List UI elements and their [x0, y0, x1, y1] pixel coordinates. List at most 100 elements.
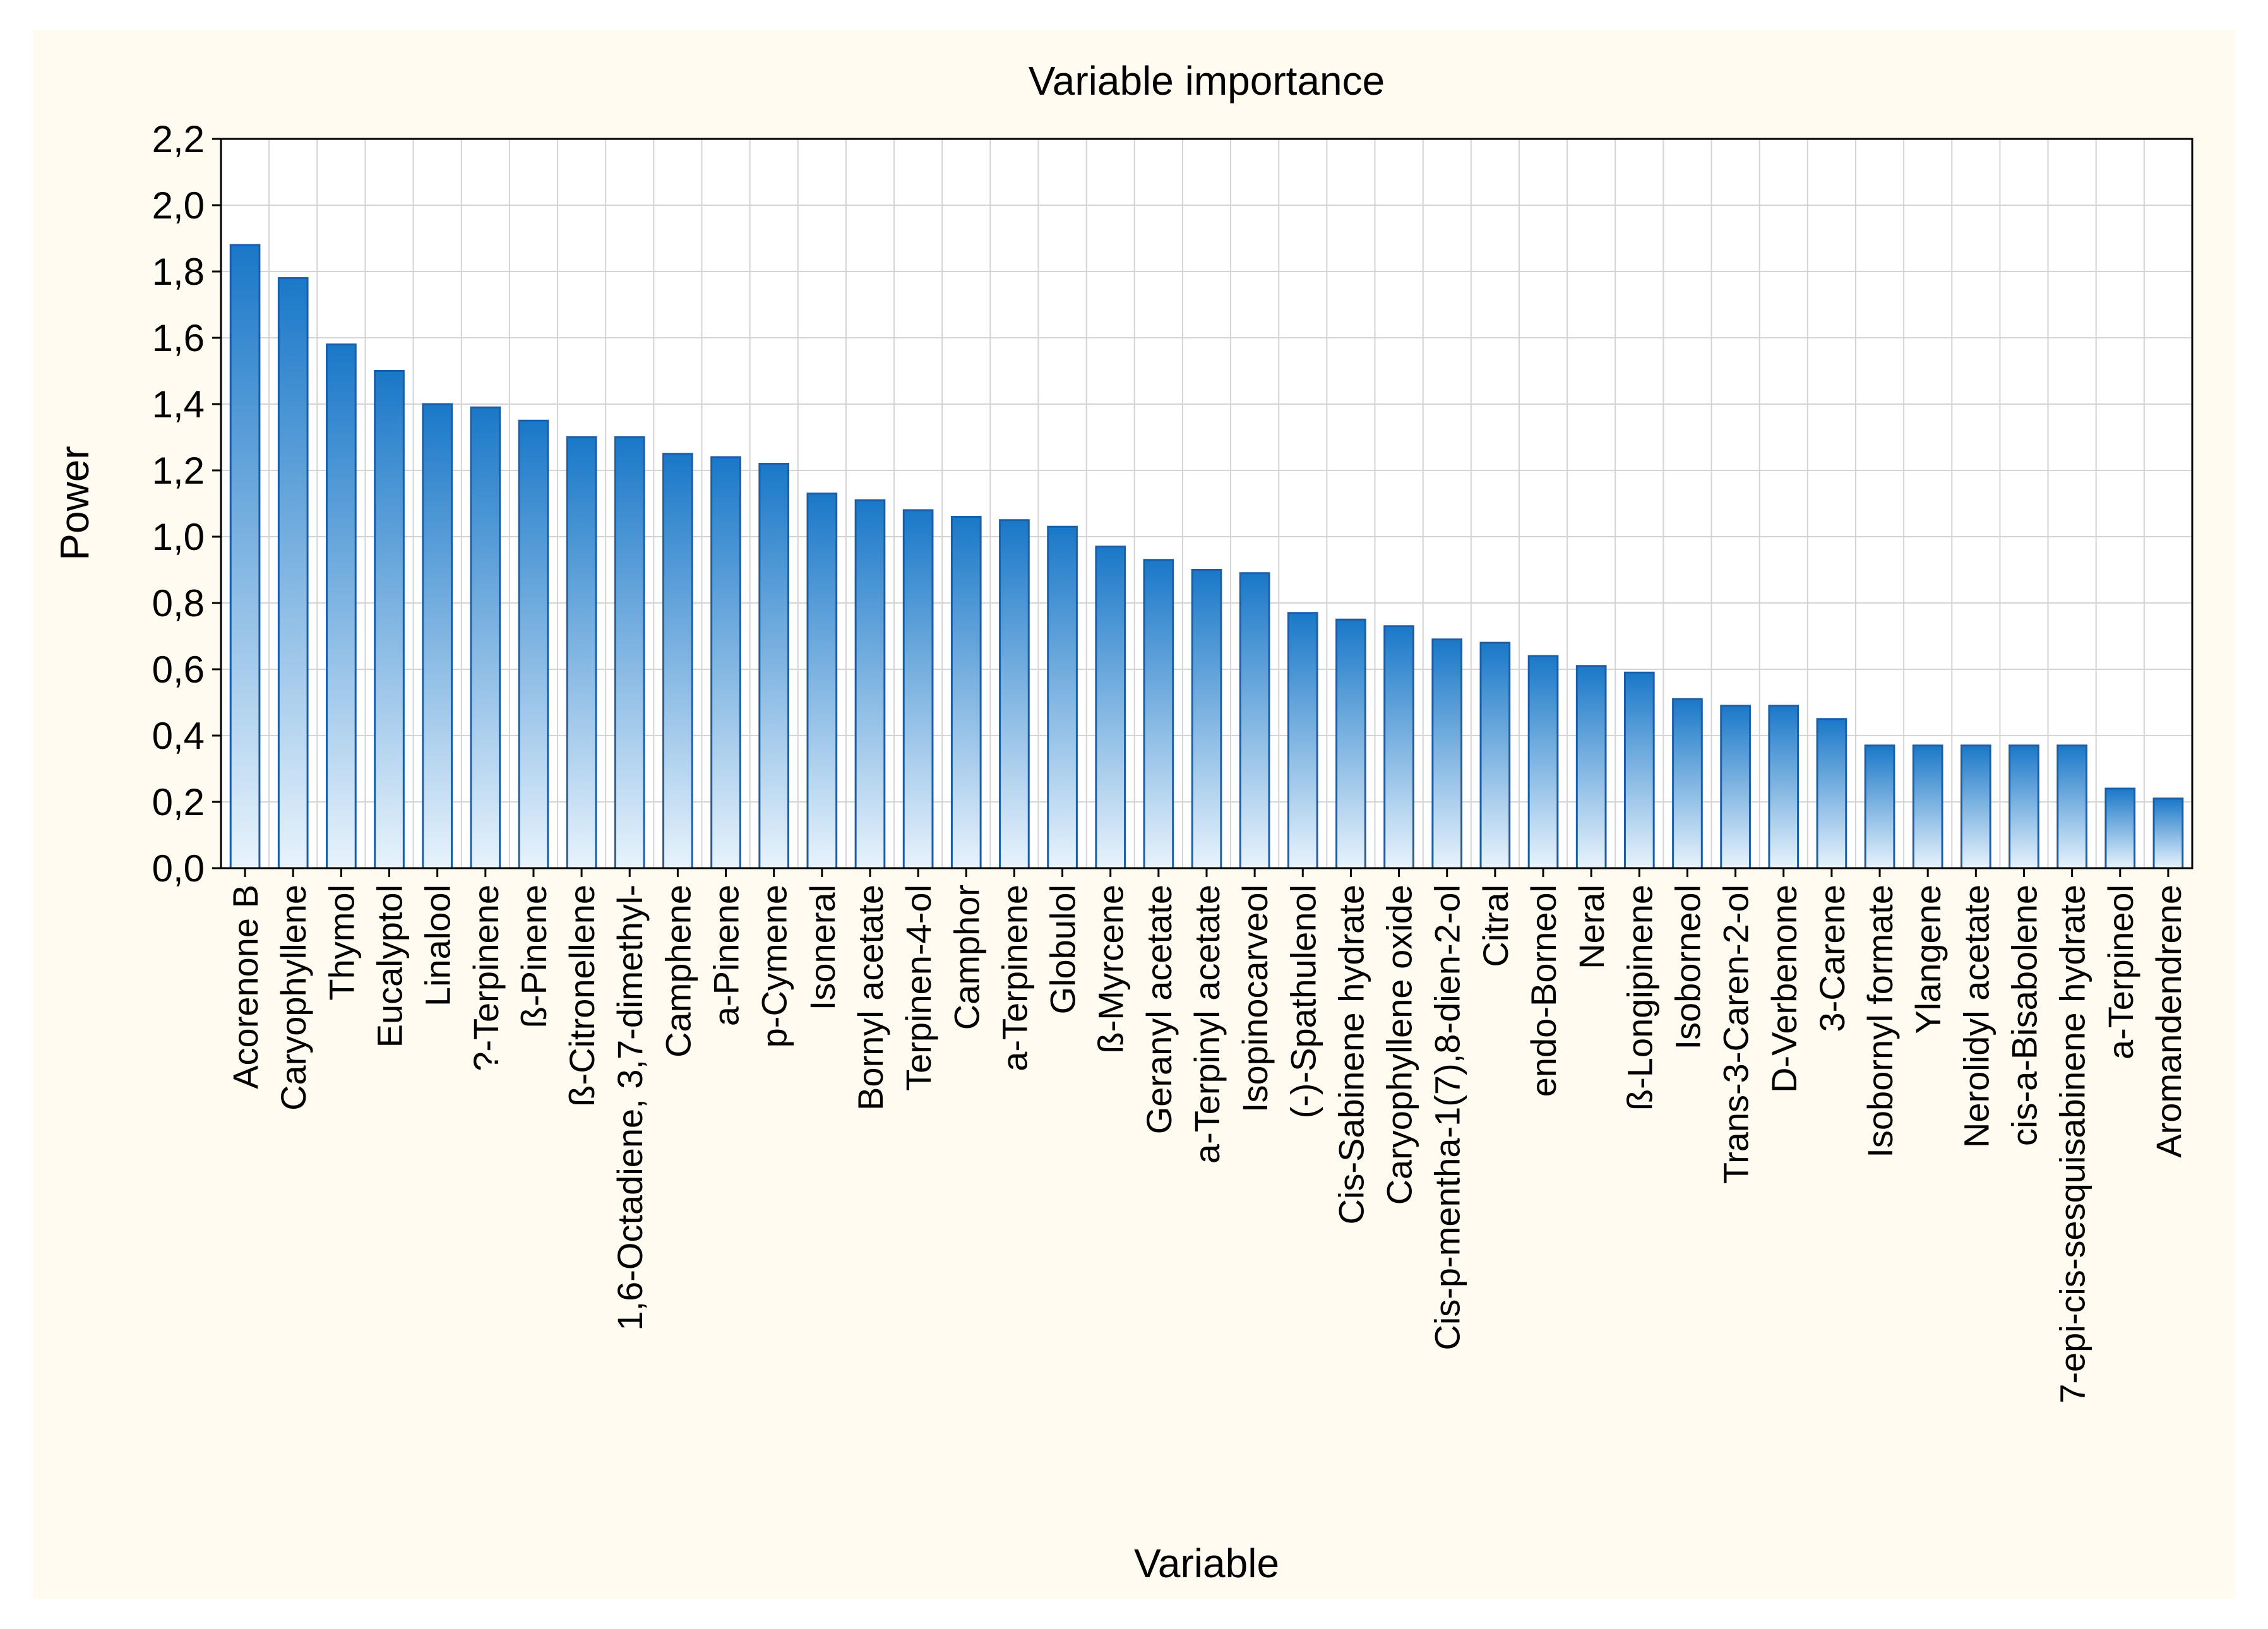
y-tick-label: 2,0 [152, 184, 205, 227]
y-tick-label: 0,2 [152, 781, 205, 823]
bar [566, 436, 597, 869]
bar [1335, 618, 1366, 869]
chart-title: Variable importance [1029, 58, 1385, 104]
x-tick-label: Caryophyllene [273, 885, 313, 1111]
bar [1095, 546, 1126, 869]
x-tick-label: a-Pinene [707, 885, 746, 1026]
bar [902, 509, 934, 869]
x-tick-label: Aromandendrene [2149, 885, 2188, 1158]
x-tick-label: Nerolidyl acetate [1956, 885, 1996, 1148]
x-tick-label: Camphor [946, 885, 986, 1030]
x-tick-label: 7-epi-cis-sesquisabinene hydrate [2053, 885, 2092, 1404]
bar [1143, 559, 1174, 869]
x-tick-label: ?-Terpinene [466, 885, 506, 1071]
x-tick-label: 1,6-Octadiene, 3,7-dimethyl- [610, 885, 650, 1331]
bar [1912, 744, 1943, 869]
x-axis-ticks: Acorenone B Caryophyllene Thymol Eucalyptol… [225, 868, 2188, 1404]
x-tick-label: Cis-Sabinene hydrate [1331, 885, 1371, 1225]
bar [710, 456, 741, 869]
bar [999, 519, 1030, 869]
y-tick-label: 1,4 [152, 383, 205, 426]
bar [229, 244, 261, 869]
y-tick-label: 2,2 [152, 118, 205, 160]
bar [1431, 638, 1463, 869]
bar [1575, 665, 1607, 869]
x-tick-label: Terpinen-4-ol [898, 885, 938, 1091]
x-tick-label: endo-Borneol [1524, 885, 1563, 1097]
bar [2008, 744, 2039, 869]
bar [1527, 655, 1559, 869]
x-tick-label: Linalool [418, 885, 458, 1006]
x-tick-label: a-Terpinyl acetate [1187, 885, 1227, 1164]
bar [518, 419, 549, 869]
x-tick-label: Geranyl acetate [1139, 885, 1179, 1134]
y-axis-label: Power [52, 446, 97, 560]
bar [326, 343, 357, 869]
bar [470, 406, 501, 869]
y-tick-label: 1,6 [152, 317, 205, 359]
x-tick-label: cis-a-Bisabolene [2004, 885, 2044, 1146]
x-tick-label: p-Cymene [755, 885, 794, 1047]
x-axis-label: Variable [1134, 1541, 1279, 1586]
y-axis-ticks: 0,0 0,2 0,4 0,6 0,8 1,0 1,2 1,4 1,6 1,8 2,0 2,2 [152, 118, 221, 890]
x-tick-label: a-Terpinene [994, 885, 1034, 1071]
x-tick-label: Cis-p-mentha-1(7),8-dien-2-ol [1428, 885, 1467, 1351]
x-tick-label: Acorenone B [225, 885, 265, 1089]
x-tick-label: Trans-3-Caren-2-ol [1716, 885, 1756, 1184]
x-tick-label: Camphene [658, 885, 698, 1058]
y-tick-label: 0,4 [152, 715, 205, 757]
bar [614, 436, 645, 869]
x-tick-label: ß-Myrcene [1091, 885, 1131, 1054]
x-tick-label: Ylangene [1908, 885, 1948, 1034]
x-tick-label: Isobornyl formate [1860, 885, 1900, 1158]
bar [1287, 612, 1318, 869]
y-tick-label: 0,8 [152, 582, 205, 624]
bar [854, 499, 886, 869]
bar [950, 516, 982, 869]
x-tick-label: Isoneral [803, 885, 842, 1010]
bar [1191, 569, 1222, 869]
bar [374, 370, 405, 869]
bar [422, 403, 453, 869]
x-tick-label: Bornyl acetate [850, 885, 890, 1111]
x-tick-label: Citral [1476, 885, 1515, 967]
y-tick-label: 0,6 [152, 648, 205, 691]
bar [1672, 698, 1703, 869]
bar [806, 492, 838, 869]
y-tick-label: 1,8 [152, 251, 205, 293]
x-tick-label: ß-Longipinene [1620, 885, 1659, 1111]
x-tick-label: Caryophyllene oxide [1380, 885, 1419, 1205]
bar [1816, 718, 1847, 869]
bars [229, 244, 2184, 869]
y-tick-label: 1,0 [152, 516, 205, 558]
x-tick-label: a-Terpineol [2101, 885, 2140, 1059]
x-tick-label: D-Verbenone [1764, 885, 1804, 1093]
x-tick-label: ß-Citronellene [562, 885, 602, 1107]
y-tick-label: 0,0 [152, 847, 205, 890]
x-tick-label: ß-Pinene [514, 885, 554, 1028]
bar [1768, 705, 1799, 869]
x-tick-label: Neral [1572, 885, 1611, 969]
bar [1047, 525, 1078, 869]
bar [1720, 705, 1751, 869]
x-tick-label: (-)-Spathulenol [1283, 885, 1323, 1118]
bar [2152, 797, 2184, 869]
bar [1960, 744, 1991, 869]
x-tick-label: 3-Carene [1812, 885, 1852, 1032]
bar [2104, 787, 2136, 869]
bar [1383, 625, 1414, 869]
bar [758, 463, 790, 869]
gridlines [221, 139, 2192, 868]
bar [1479, 641, 1511, 869]
x-tick-label: Thymol [321, 885, 361, 1001]
x-tick-label: Isopinocarveol [1235, 885, 1275, 1113]
x-tick-label: Globulol [1043, 885, 1083, 1014]
bar [1239, 572, 1270, 869]
bar [1864, 744, 1895, 869]
x-tick-label: Eucalyptol [370, 885, 410, 1047]
bar [2056, 744, 2087, 869]
bar [662, 453, 693, 869]
x-tick-label: Isoborneol [1668, 885, 1707, 1050]
